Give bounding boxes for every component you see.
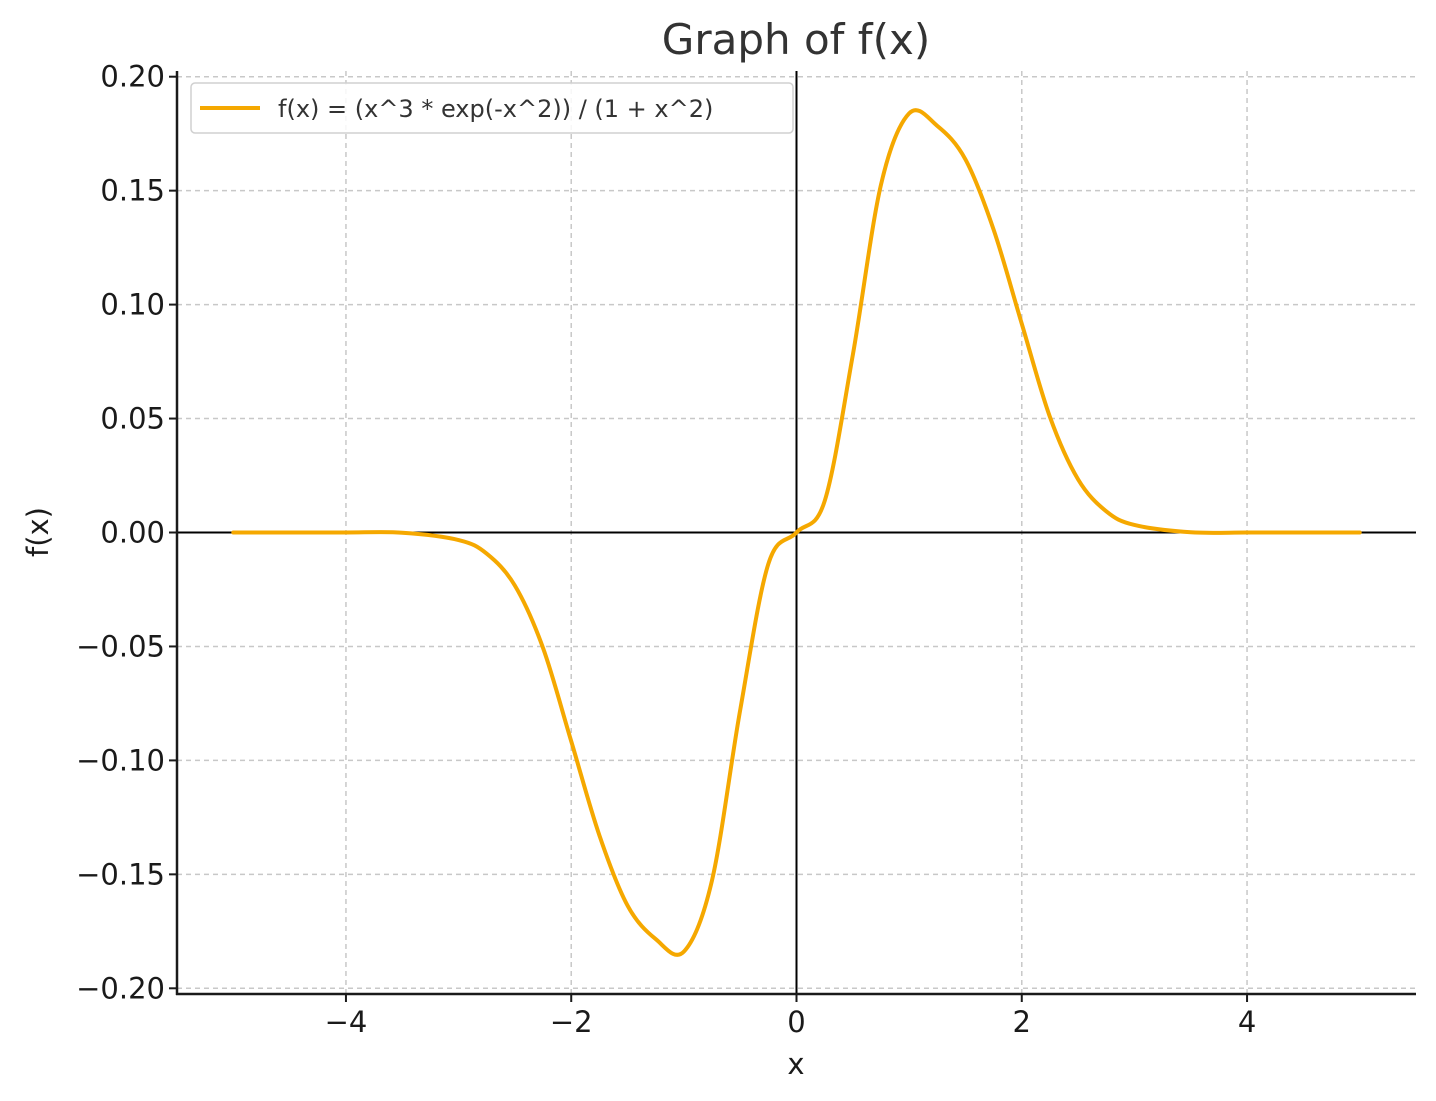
y-tick-label: 0.10	[100, 288, 165, 322]
axes	[169, 71, 1416, 1002]
x-tick-label: 2	[1013, 1005, 1031, 1039]
x-axis-title: x	[787, 1047, 804, 1081]
tick-labels: −4 −2 0 2 4 0.20 0.15 0.10 0.05 0.00 −0.05 −0.10 −0.…	[76, 60, 1256, 1039]
y-tick-label: −0.05	[76, 629, 165, 663]
legend: f(x) = (x^3 * exp(-x^2)) / (1 + x^2)	[190, 82, 794, 134]
series-layer	[231, 108, 1362, 957]
y-tick-label: 0.00	[100, 516, 165, 550]
series-line	[231, 108, 1362, 957]
x-tick-label: −2	[550, 1005, 593, 1039]
y-tick-label: 0.05	[100, 402, 165, 436]
y-tick-label: 0.20	[100, 60, 165, 94]
x-tick-label: −4	[325, 1005, 368, 1039]
y-tick-label: 0.15	[100, 174, 165, 208]
y-tick-label: −0.15	[76, 857, 165, 891]
x-tick-label: 4	[1238, 1005, 1256, 1039]
y-axis-title: f(x)	[21, 507, 55, 557]
y-tick-label: −0.10	[76, 743, 165, 777]
legend-label: f(x) = (x^3 * exp(-x^2)) / (1 + x^2)	[278, 95, 713, 123]
x-tick-label: 0	[787, 1005, 805, 1039]
y-tick-label: −0.20	[76, 971, 165, 1005]
legend-box	[190, 82, 794, 134]
chart-title: Graph of f(x)	[662, 15, 930, 64]
